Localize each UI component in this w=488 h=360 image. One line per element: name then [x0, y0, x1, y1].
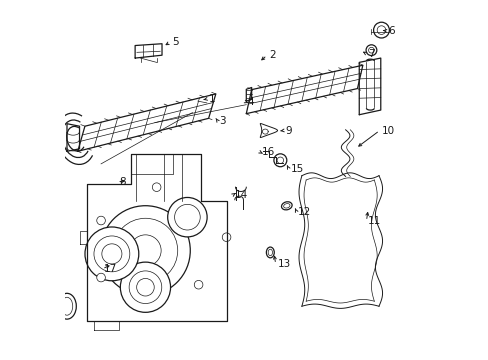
Ellipse shape — [283, 204, 289, 208]
Circle shape — [97, 216, 105, 225]
Circle shape — [129, 235, 161, 266]
Circle shape — [101, 206, 190, 295]
Text: 5: 5 — [172, 37, 178, 47]
Circle shape — [129, 271, 162, 303]
Ellipse shape — [266, 247, 274, 258]
Circle shape — [102, 244, 122, 264]
Circle shape — [167, 198, 207, 237]
Circle shape — [174, 204, 200, 230]
Circle shape — [368, 47, 373, 53]
Text: 11: 11 — [367, 216, 381, 226]
Text: 15: 15 — [290, 163, 303, 174]
Circle shape — [120, 262, 170, 312]
Text: 12: 12 — [298, 207, 311, 217]
Ellipse shape — [61, 297, 73, 315]
Ellipse shape — [281, 202, 291, 210]
Circle shape — [273, 154, 286, 167]
Circle shape — [376, 26, 385, 35]
Text: 1: 1 — [208, 94, 215, 104]
Text: 3: 3 — [219, 116, 225, 126]
Circle shape — [194, 280, 203, 289]
Text: 13: 13 — [277, 259, 290, 269]
Circle shape — [366, 45, 376, 55]
Circle shape — [136, 278, 154, 296]
Text: 14: 14 — [234, 190, 247, 200]
Ellipse shape — [58, 293, 76, 319]
Text: 10: 10 — [381, 126, 394, 135]
Circle shape — [152, 183, 161, 192]
Circle shape — [373, 22, 388, 38]
Circle shape — [94, 236, 129, 272]
Circle shape — [277, 157, 283, 163]
Circle shape — [222, 233, 230, 242]
Text: 17: 17 — [104, 264, 117, 274]
Ellipse shape — [267, 249, 272, 256]
Text: 8: 8 — [119, 177, 125, 187]
Circle shape — [113, 218, 177, 283]
Text: 7: 7 — [367, 49, 374, 59]
Circle shape — [85, 227, 139, 281]
Circle shape — [97, 273, 105, 282]
Text: 16: 16 — [261, 147, 274, 157]
Text: 6: 6 — [387, 26, 394, 36]
Text: 9: 9 — [285, 126, 291, 135]
Text: 4: 4 — [247, 97, 253, 107]
Text: 2: 2 — [268, 50, 275, 60]
